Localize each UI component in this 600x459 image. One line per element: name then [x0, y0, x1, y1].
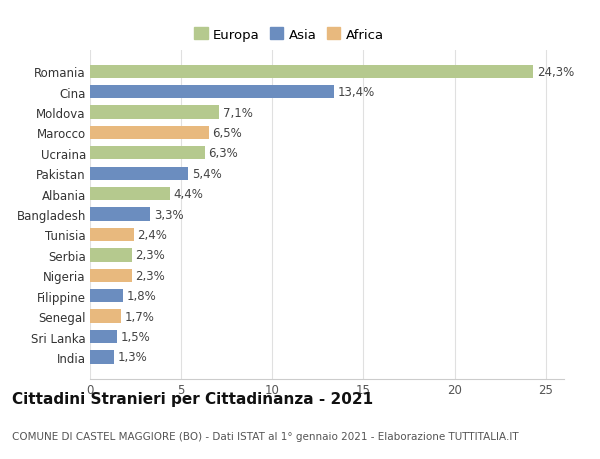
Text: 1,3%: 1,3% [118, 351, 147, 364]
Bar [90, 106, 220, 119]
Text: COMUNE DI CASTEL MAGGIORE (BO) - Dati ISTAT al 1° gennaio 2021 - Elaborazione TU: COMUNE DI CASTEL MAGGIORE (BO) - Dati IS… [12, 431, 518, 441]
Text: 5,4%: 5,4% [192, 168, 222, 180]
Text: 1,8%: 1,8% [127, 290, 156, 302]
Legend: Europa, Asia, Africa: Europa, Asia, Africa [190, 24, 388, 45]
Text: 6,5%: 6,5% [212, 127, 242, 140]
Bar [90, 330, 118, 343]
Text: 7,1%: 7,1% [223, 106, 253, 119]
Bar [90, 249, 132, 262]
Text: 6,3%: 6,3% [209, 147, 238, 160]
Text: 4,4%: 4,4% [174, 188, 204, 201]
Text: 2,4%: 2,4% [137, 229, 167, 241]
Bar [90, 86, 334, 99]
Bar [90, 167, 188, 180]
Bar [90, 269, 132, 282]
Text: 3,3%: 3,3% [154, 208, 184, 221]
Text: 2,3%: 2,3% [136, 249, 166, 262]
Text: 13,4%: 13,4% [338, 86, 375, 99]
Bar [90, 228, 134, 241]
Text: 2,3%: 2,3% [136, 269, 166, 282]
Text: 1,5%: 1,5% [121, 330, 151, 343]
Text: 1,7%: 1,7% [125, 310, 155, 323]
Bar [90, 208, 150, 221]
Text: Cittadini Stranieri per Cittadinanza - 2021: Cittadini Stranieri per Cittadinanza - 2… [12, 391, 373, 406]
Bar [90, 188, 170, 201]
Bar [90, 65, 533, 78]
Bar [90, 351, 114, 364]
Bar [90, 147, 205, 160]
Bar [90, 310, 121, 323]
Bar [90, 290, 123, 302]
Bar [90, 127, 209, 140]
Text: 24,3%: 24,3% [536, 66, 574, 78]
